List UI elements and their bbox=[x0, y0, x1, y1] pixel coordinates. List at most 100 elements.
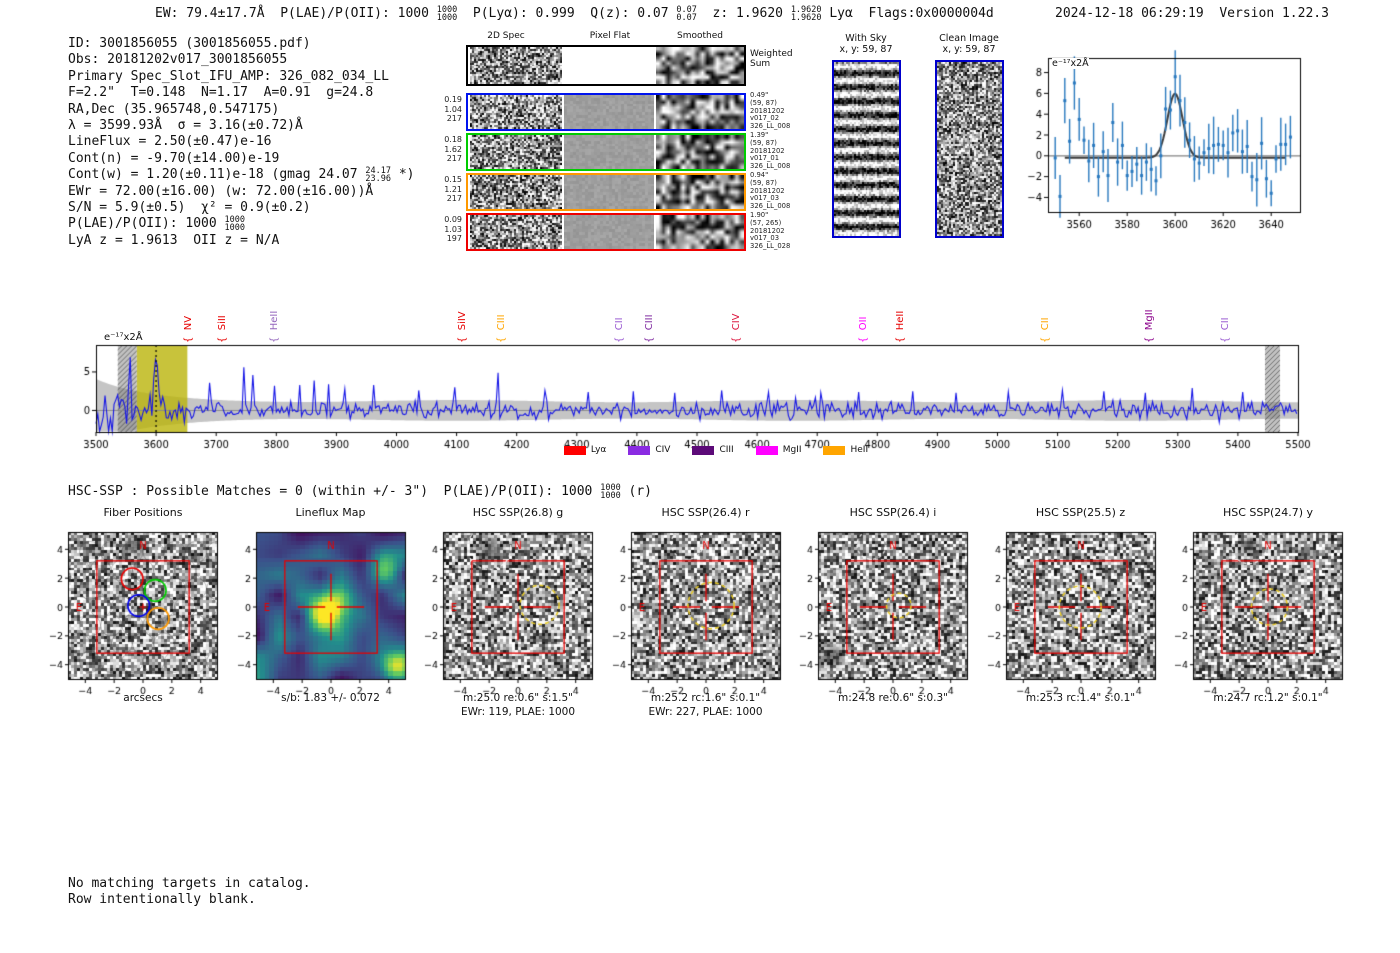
fiber-weight-value: 1.62 bbox=[444, 144, 462, 154]
cutout-title-lineflux: Lineflux Map bbox=[295, 506, 366, 519]
info-line: ID: 3001856055 (3001856055.pdf) bbox=[68, 36, 415, 52]
stacked-fraction: 1000 1000 bbox=[224, 215, 246, 233]
fiber-source-line: v017_03 bbox=[750, 234, 780, 243]
fiber-source-info: 1.90" (57, 265) 20181202 v017_03 326_LL_028 bbox=[750, 211, 790, 251]
legend-swatch bbox=[823, 445, 846, 455]
stacked-fraction: 24.17 23.96 bbox=[365, 166, 392, 185]
hsc-match-line: HSC-SSP : Possible Matches = 0 (within +… bbox=[68, 484, 653, 501]
fiber-weight-value: 217 bbox=[446, 154, 462, 163]
cutout-caption: m:25.2 rc:1.6" s:0.1" bbox=[650, 692, 761, 704]
legend-label: CIII bbox=[719, 445, 734, 455]
spec2d-cell-pixelflat bbox=[564, 95, 654, 129]
legend-item: CIV bbox=[628, 445, 670, 455]
legend-swatch bbox=[755, 445, 778, 455]
info-line: λ = 3599.93Å σ = 3.16(±0.72)Å bbox=[68, 118, 415, 134]
stacked-fraction: 1.9620 1.9620 bbox=[790, 5, 822, 23]
spec2d-cell-2dspec bbox=[470, 215, 562, 249]
fiber-source-line: 20181202 bbox=[750, 226, 785, 235]
static-element: 1000 bbox=[436, 13, 458, 23]
sky-panel-image bbox=[832, 60, 901, 238]
spec2d-row bbox=[466, 213, 746, 251]
info-line: LyA z = 1.9613 OII z = N/A bbox=[68, 233, 415, 249]
text-segment: HSC-SSP : Possible Matches = 0 (within +… bbox=[68, 484, 601, 499]
text-segment: S/N = 5.9(±0.5) χ² = 0.9(±0.2) bbox=[68, 200, 311, 216]
legend-swatch bbox=[563, 445, 586, 455]
spec2d-col-header: Pixel Flat bbox=[589, 31, 631, 41]
sky-panel-subtitle: x, y: 59, 87 bbox=[942, 44, 996, 55]
sky-panel-title-line: Clean Image bbox=[939, 33, 999, 44]
info-line: LineFlux = 2.50(±0.47)e-16 bbox=[68, 134, 415, 150]
info-line: F=2.2" T=0.148 N=1.17 A=0.91 g=24.8 bbox=[68, 85, 415, 101]
cutout-canvas-lineflux bbox=[229, 524, 420, 698]
header-summary: EW: 79.4±17.7Å P(LAE)/P(OII): 1000 1000 1… bbox=[155, 5, 994, 23]
spec2d-row bbox=[466, 45, 746, 86]
fiber-source-line: (57, 265) bbox=[750, 218, 782, 227]
text-segment: EW: 79.4±17.7Å P(LAE)/P(OII): 1000 bbox=[155, 6, 437, 21]
spec2d-cell-smoothed bbox=[656, 95, 744, 129]
flux-unit-label: e⁻¹⁷x2Å bbox=[1052, 58, 1089, 69]
cutout-caption: m:25.3 rc:1.4" s:0.1" bbox=[1025, 692, 1136, 704]
static-element: 1.9620 bbox=[790, 13, 822, 23]
text-segment: (r) bbox=[620, 484, 653, 499]
fiber-source-info: 0.49" (59, 87) 20181202 v017_02 326_LL_008 bbox=[750, 91, 790, 131]
info-line: S/N = 5.9(±0.5) χ² = 0.9(±0.2) bbox=[68, 200, 415, 216]
fiber-weight-value: 1.03 bbox=[444, 224, 462, 234]
cutout-title-hsc-z: HSC SSP(25.5) z bbox=[1035, 506, 1126, 519]
fiber-source-line: 1.39" bbox=[750, 131, 769, 139]
text-segment: ID: 3001856055 (3001856055.pdf) bbox=[68, 36, 311, 51]
legend-item: Lyα bbox=[563, 445, 606, 455]
fiber-source-line: 20181202 bbox=[750, 186, 785, 195]
sky-panel-canvas bbox=[834, 62, 899, 236]
text-segment: LyA z = 1.9613 OII z = N/A bbox=[68, 232, 280, 248]
fiber-source-line: 326_LL_008 bbox=[750, 162, 791, 171]
spec2d-cell-pixelflat bbox=[564, 175, 654, 209]
cutout-caption: m:24.7 rc:1.2" s:0.1" bbox=[1213, 692, 1323, 704]
fiber-source-line: 0.94" bbox=[750, 171, 769, 179]
text-segment: Cont(w) = 1.20(±0.11)e-18 (gmag 24.07 bbox=[68, 167, 366, 183]
fiber-weight-value: 1.04 bbox=[444, 104, 462, 114]
cutout-caption: m:24.8 re:0.6" s:0.3" bbox=[838, 692, 948, 704]
static-element: 1.9620 bbox=[790, 5, 822, 15]
cutout-canvas-hsc-z bbox=[979, 524, 1170, 698]
fiber-weight-value: 0.15 bbox=[444, 175, 462, 184]
footer-note: No matching targets in catalog. bbox=[68, 876, 311, 891]
line-fit-plot bbox=[1020, 48, 1312, 232]
cutout-canvas-hsc-i bbox=[792, 524, 982, 698]
fiber-weight-value: 197 bbox=[446, 234, 462, 243]
static-element: 1000 bbox=[436, 5, 458, 15]
stacked-fraction: 1000 1000 bbox=[436, 5, 458, 23]
static-element: 1000 bbox=[224, 215, 246, 226]
text-segment: Cont(n) = -9.70(±14.00)e-19 bbox=[68, 150, 280, 166]
fiber-weight-value: 217 bbox=[446, 114, 462, 123]
static-element: 0.07 bbox=[676, 13, 697, 23]
static-element: 23.96 bbox=[365, 174, 392, 185]
sky-panel-title: With Sky x, y: 59, 87 bbox=[806, 33, 926, 55]
spec2d-row bbox=[466, 93, 746, 131]
cutout-title-hsc-i: HSC SSP(26.4) i bbox=[849, 506, 937, 519]
stacked-fraction: 0.07 0.07 bbox=[676, 6, 697, 23]
fiber-source-line: v017_01 bbox=[750, 154, 780, 163]
fiber-source-line: (59, 87) bbox=[750, 178, 777, 187]
detection-info-block: ID: 3001856055 (3001856055.pdf) Obs: 2018… bbox=[68, 36, 415, 249]
legend-swatch bbox=[628, 445, 651, 455]
fiber-source-info: 0.94" (59, 87) 20181202 v017_03 326_LL_008 bbox=[750, 171, 790, 211]
info-line: Obs: 20181202v017_3001856055 bbox=[68, 52, 415, 68]
spec2d-cell-smoothed bbox=[656, 47, 744, 84]
fiber-source-line: 20181202 bbox=[750, 106, 785, 115]
spec2d-cell-2dspec bbox=[470, 95, 562, 129]
text-segment: P(Lyα): 0.999 Q(z): 0.07 bbox=[457, 6, 677, 21]
fiber-weights: 0.18 1.62 217 bbox=[436, 135, 462, 164]
flux-unit-label: e⁻¹⁷x2Å bbox=[104, 332, 143, 343]
info-line: RA,Dec (35.965748,0.547175) bbox=[68, 102, 415, 118]
cutout-caption: EWr: 227, PLAE: 1000 bbox=[648, 706, 763, 718]
text-segment: EWr = 72.00(±16.00) (w: 72.00(±16.00))Å bbox=[68, 183, 374, 199]
static-element: 24.17 bbox=[365, 166, 392, 177]
sky-panel-image bbox=[935, 60, 1004, 238]
text-segment: P(LAE)/P(OII): 1000 bbox=[68, 216, 225, 232]
cutout-canvas-hsc-y bbox=[1167, 524, 1357, 698]
stacked-fraction: 1000 1000 bbox=[600, 484, 620, 501]
fiber-weights: 0.15 1.21 217 bbox=[436, 175, 462, 204]
legend-item: CIII bbox=[692, 445, 734, 455]
spec2d-cell-2dspec bbox=[470, 175, 562, 209]
text-segment: Primary Spec_Slot_IFU_AMP: 326_082_034_L… bbox=[68, 68, 389, 84]
